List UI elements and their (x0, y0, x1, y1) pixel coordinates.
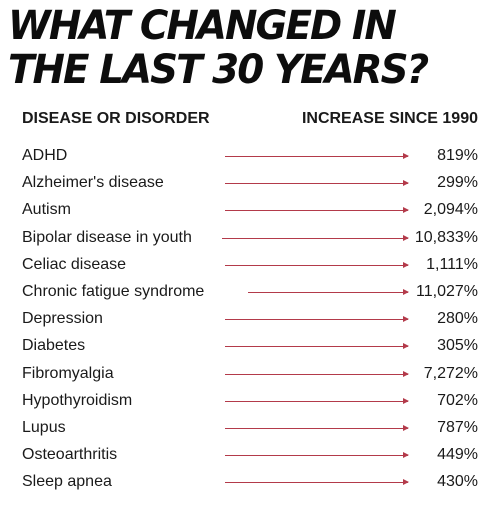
list-item: Depression 280% (22, 306, 478, 333)
list-item: Autism 2,094% (22, 197, 478, 224)
disease-name: Celiac disease (22, 255, 129, 274)
disease-name: Fibromyalgia (22, 364, 116, 383)
increase-value: 1,111% (426, 255, 478, 273)
increase-value: 10,833% (414, 228, 478, 246)
disease-name: Diabetes (22, 337, 88, 356)
disease-name: Sleep apnea (22, 473, 114, 492)
table-header: DISEASE OR DISORDER INCREASE SINCE 1990 (22, 110, 478, 130)
disease-name: Osteoarthritis (22, 446, 120, 465)
arrow-right-icon (225, 479, 409, 486)
disease-list: ADHD 819% Alzheimer's disease 299% Autis… (22, 143, 478, 496)
bottom-divider (0, 504, 500, 507)
header-disease: DISEASE OR DISORDER (22, 110, 210, 127)
disease-name: Hypothyroidism (22, 391, 135, 410)
increase-value: 280% (437, 310, 478, 328)
disease-name: ADHD (22, 147, 70, 165)
list-item: Chronic fatigue syndrome 11,027% (22, 279, 478, 306)
arrow-right-icon (225, 153, 409, 159)
disease-name: Bipolar disease in youth (22, 228, 194, 247)
list-item: Fibromyalgia 7,272% (22, 361, 478, 388)
increase-value: 2,094% (423, 201, 478, 219)
increase-value: 299% (437, 174, 478, 192)
list-item: Diabetes 305% (22, 333, 478, 360)
list-item: Lupus 787% (22, 415, 478, 442)
list-item: ADHD 819% (22, 143, 478, 170)
arrow-right-icon (225, 343, 409, 350)
disease-name: Lupus (22, 418, 68, 437)
arrow-right-icon (222, 234, 409, 241)
arrow-right-icon (248, 288, 409, 295)
header-increase: INCREASE SINCE 1990 (301, 110, 478, 127)
arrow-right-icon (225, 370, 409, 377)
increase-value: 430% (437, 473, 478, 491)
disease-name: Alzheimer's disease (22, 174, 166, 193)
increase-value: 787% (437, 418, 478, 436)
arrow-right-icon (225, 261, 409, 268)
list-item: Alzheimer's disease 299% (22, 170, 478, 197)
disease-name: Chronic fatigue syndrome (22, 282, 207, 301)
arrow-right-icon (225, 316, 409, 323)
arrow-right-icon (225, 397, 409, 404)
page-title: WHAT CHANGED IN THE LAST 30 YEARS? (8, 4, 483, 92)
increase-value: 702% (437, 391, 478, 409)
title-line-2: THE LAST 30 YEARS? (8, 47, 429, 93)
increase-value: 449% (437, 446, 478, 464)
list-item: Bipolar disease in youth 10,833% (22, 225, 478, 252)
arrow-right-icon (225, 180, 409, 187)
increase-value: 819% (437, 147, 478, 164)
list-item: Sleep apnea 430% (22, 469, 478, 496)
title-line-1: WHAT CHANGED IN (8, 3, 397, 49)
arrow-right-icon (225, 452, 409, 459)
increase-value: 11,027% (416, 282, 478, 300)
disease-name: Autism (22, 201, 73, 220)
increase-value: 7,272% (423, 364, 478, 382)
list-item: Celiac disease 1,111% (22, 252, 478, 279)
increase-value: 305% (437, 337, 478, 355)
arrow-right-icon (225, 424, 409, 431)
list-item: Osteoarthritis 449% (22, 442, 478, 469)
list-item: Hypothyroidism 702% (22, 388, 478, 415)
arrow-right-icon (225, 207, 409, 214)
disease-name: Depression (22, 310, 105, 329)
